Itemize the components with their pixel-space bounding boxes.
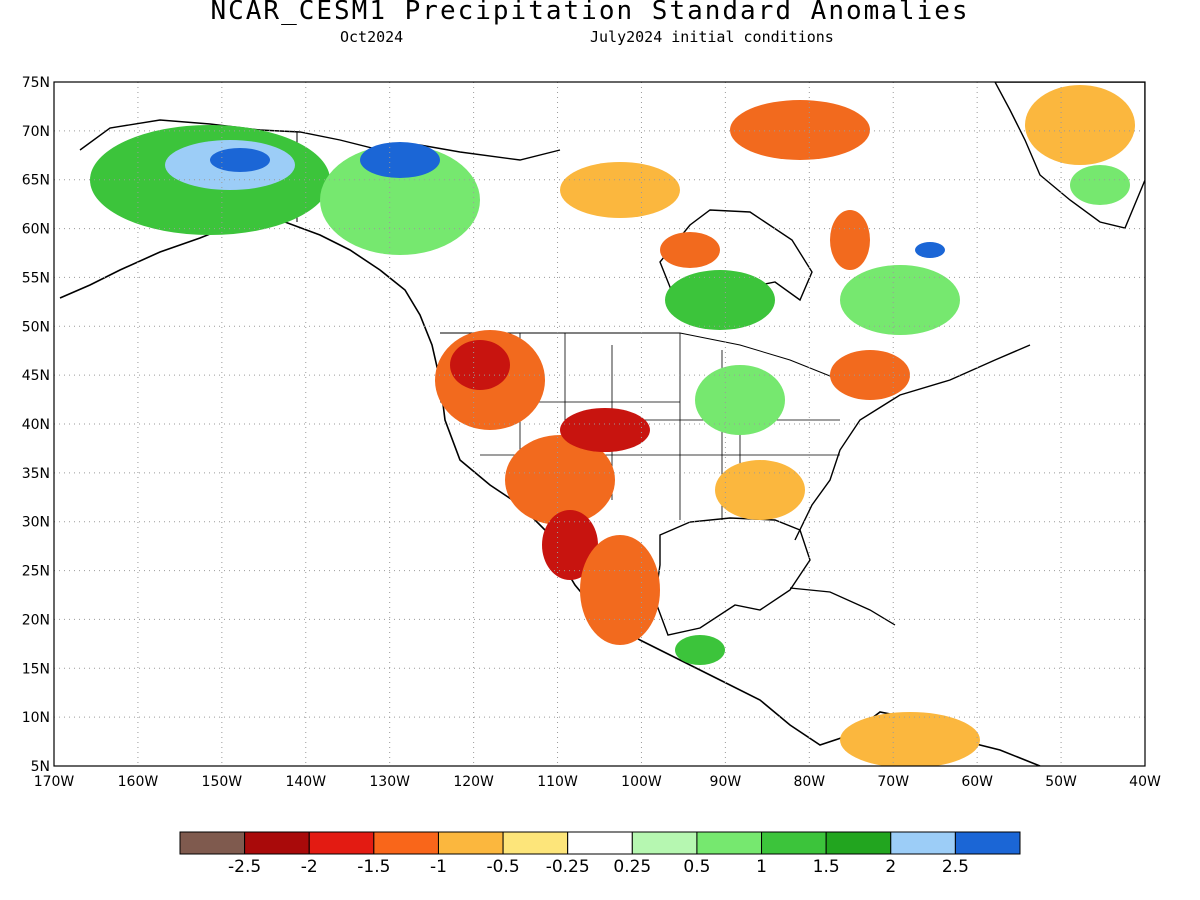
sonora-strong-dry — [542, 510, 598, 580]
oregon-strong-dry — [450, 340, 510, 390]
mexico-dry-anomaly — [580, 535, 660, 645]
quebec-dry-anomaly — [830, 210, 870, 270]
colorbar-tick-label: -1.5 — [357, 857, 390, 877]
colorbar-swatch — [696, 831, 763, 855]
colorbar-tick-label: 2 — [885, 857, 896, 877]
longitude-label: 140W — [285, 774, 326, 790]
greenland-wet-anomaly — [1070, 165, 1130, 205]
latitude-label: 20N — [22, 612, 50, 628]
hudson-bay — [659, 209, 813, 309]
colorbar-labels: -2.5 -2 -1.5 -1 -0.5 -0.25 0.25 0.5 1 1.5 2 2.5 — [228, 857, 969, 877]
latitude-label: 35N — [22, 466, 50, 482]
longitude-label: 130W — [369, 774, 410, 790]
initial-conditions: July2024 initial conditions — [590, 28, 834, 46]
east-coast — [794, 344, 1031, 541]
southwest-dry-anomaly — [505, 435, 615, 525]
latitude-label: 55N — [22, 270, 50, 286]
latitude-label: 30N — [22, 515, 50, 531]
longitude-label: 40W — [1129, 774, 1161, 790]
yukon-wet-anomaly — [320, 145, 480, 255]
colorbar-tick-label: 0.25 — [613, 857, 651, 877]
alaska-north-coast — [79, 119, 561, 161]
dry-anomaly-layer — [435, 85, 1135, 766]
latitude-label: 60N — [22, 222, 50, 238]
colorbar-swatch — [761, 831, 827, 855]
baffin-dry-anomaly — [730, 100, 870, 160]
colorbar-tick-label: 2.5 — [942, 857, 969, 877]
latitude-label: 25N — [22, 564, 50, 580]
anomaly-field — [59, 82, 1145, 766]
map-frame — [53, 81, 1146, 767]
longitude-labels: 170W 160W 150W 140W 130W 120W 110W 100W 90W 80W 70… — [34, 774, 1161, 790]
colorbar-swatch — [437, 831, 504, 855]
latitude-label: 75N — [22, 75, 50, 91]
hudson-dry-anomaly — [660, 232, 720, 268]
colorbar-tick-label: -0.5 — [486, 857, 519, 877]
colorbar-tick-label: -0.25 — [546, 857, 590, 877]
colorbar-swatch — [244, 831, 310, 855]
colorbar-tick-label: 1.5 — [813, 857, 840, 877]
colorbar-swatch — [373, 831, 439, 855]
longitude-label: 100W — [621, 774, 662, 790]
longitude-label: 80W — [793, 774, 825, 790]
latitude-labels: 75N 70N 65N 60N 55N 50N 45N 40N 35N 30N 25N 20N 15N 1… — [22, 75, 50, 775]
alaska-extreme-wet — [210, 148, 270, 172]
longitude-label: 60W — [961, 774, 993, 790]
colorbar-swatch — [631, 831, 698, 855]
colorbar-swatch — [825, 831, 892, 855]
latitude-label: 45N — [22, 368, 50, 384]
cuba — [789, 587, 896, 626]
colorbar-tick-label: 0.5 — [683, 857, 710, 877]
latitude-label: 15N — [22, 661, 50, 677]
latitude-label: 40N — [22, 417, 50, 433]
longitude-label: 50W — [1045, 774, 1077, 790]
colorbar-swatch — [890, 831, 956, 855]
longitude-label: 120W — [453, 774, 494, 790]
colorbar-swatch — [308, 831, 375, 855]
plains-strong-dry — [560, 408, 650, 452]
latitude-label: 5N — [31, 759, 50, 775]
greenland-dry-anomaly — [1025, 85, 1135, 165]
longitude-label: 90W — [710, 774, 742, 790]
colorbar-swatch — [502, 831, 569, 855]
colorbar-tick-label: 1 — [756, 857, 767, 877]
colorbar-tick-label: -2.5 — [228, 857, 261, 877]
nunavut-dry-anomaly — [560, 162, 680, 218]
central-america-wet-anomaly — [675, 635, 725, 665]
latitude-label: 10N — [22, 710, 50, 726]
longitude-label: 170W — [34, 774, 75, 790]
forecast-month: Oct2024 — [340, 28, 404, 46]
graticule — [54, 82, 1145, 766]
chart-title: NCAR_CESM1 Precipitation Standard Anomal… — [210, 0, 970, 26]
latitude-label: 50N — [22, 319, 50, 335]
longitude-label: 150W — [202, 774, 243, 790]
colorbar-swatch — [567, 831, 633, 855]
us-canada-border — [440, 332, 841, 381]
colorbar — [179, 831, 1021, 855]
colorbar-tick-label: -2 — [301, 857, 318, 877]
latitude-label: 65N — [22, 173, 50, 189]
ontario-wet-anomaly — [665, 270, 775, 330]
southeast-dry-anomaly — [715, 460, 805, 520]
colorbar-tick-label: -1 — [430, 857, 447, 877]
colorbar-swatch — [179, 831, 246, 855]
south-america-dry-anomaly — [840, 712, 980, 766]
northwest-territories-extreme-wet — [360, 142, 440, 178]
midwest-wet-anomaly — [695, 365, 785, 435]
colorbar-swatch — [954, 831, 1021, 855]
labrador-extreme-wet — [915, 242, 945, 258]
latitude-label: 70N — [22, 124, 50, 140]
longitude-label: 160W — [118, 774, 159, 790]
labrador-wet-anomaly — [840, 265, 960, 335]
longitude-label: 70W — [877, 774, 909, 790]
longitude-label: 110W — [537, 774, 578, 790]
